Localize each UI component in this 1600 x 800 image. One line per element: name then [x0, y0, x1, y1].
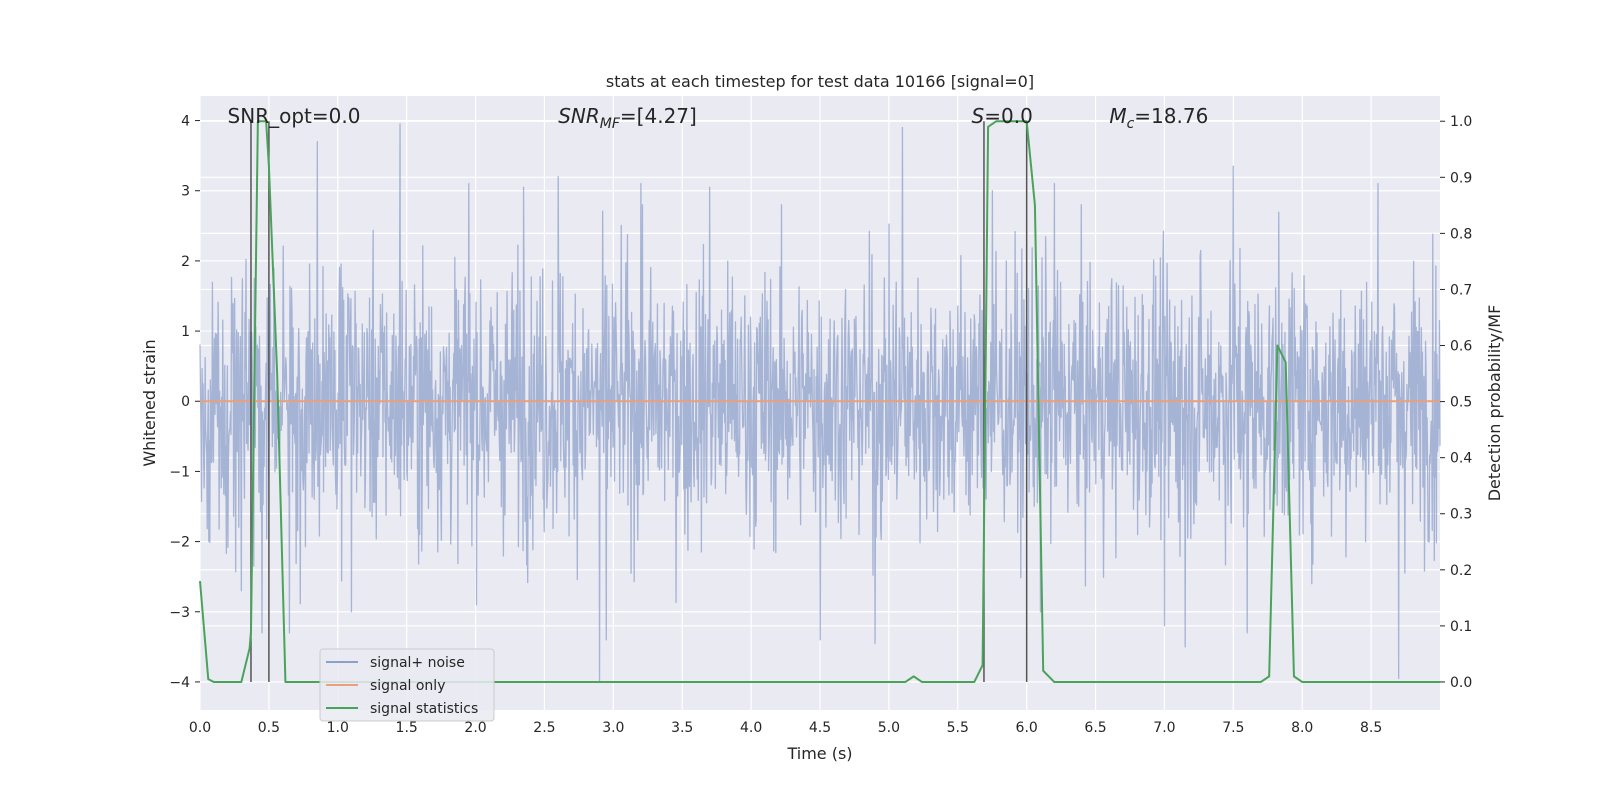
- annotations: SNR_opt=0.0 SNRMF=[4.27] S=0.0 Mc=18.76: [228, 104, 1209, 132]
- y-tick-label: −1: [169, 464, 190, 480]
- annotation-1: SNRMF=[4.27]: [558, 104, 697, 132]
- y-tick-label: 0: [181, 394, 190, 410]
- legend-box: [319, 648, 495, 722]
- x-tick-label: 8.0: [1291, 720, 1313, 736]
- y-right-tick-label: 0.7: [1450, 282, 1472, 298]
- x-tick-label: 2.5: [533, 720, 555, 736]
- legend-label-stats: signal statistics: [370, 701, 478, 717]
- signal-statistics-line: [199, 120, 1440, 683]
- y-right-tick-label: 0.0: [1450, 675, 1472, 691]
- y-right-tick-label: 0.3: [1450, 507, 1472, 523]
- x-tick-label: 0.5: [258, 720, 280, 736]
- y-tick-label: −2: [169, 535, 190, 551]
- x-tick-label: 1.0: [327, 720, 349, 736]
- y-axis-label: Whitened strain: [140, 339, 159, 466]
- x-tick-label: 7.5: [1222, 720, 1244, 736]
- legend-label-noise: signal+ noise: [370, 655, 465, 671]
- y-tick-label: −4: [169, 675, 190, 691]
- x-tick-label: 5.0: [878, 720, 900, 736]
- chart-title: stats at each timestep for test data 101…: [606, 72, 1034, 91]
- y-tick-label: 3: [181, 184, 190, 200]
- x-tick-label: 1.5: [396, 720, 418, 736]
- x-tick-label: 6.0: [1016, 720, 1038, 736]
- y-tick-label: −3: [169, 605, 190, 621]
- x-tick-label: 3.0: [602, 720, 624, 736]
- y-right-tick-label: 0.9: [1450, 170, 1472, 186]
- y-right-tick-labels: 0.0 0.1 0.2 0.3 0.4 0.5 0.6 0.7 0.8 0.9 1.0: [1440, 114, 1472, 691]
- y-right-axis-label: Detection probability/MF: [1485, 305, 1504, 502]
- x-tick-label: 3.5: [671, 720, 693, 736]
- x-tick-label: 6.5: [1084, 720, 1106, 736]
- series-signal-statistics: [199, 120, 1440, 683]
- x-tick-label: 4.0: [740, 720, 762, 736]
- annotation-3: Mc=18.76: [1109, 104, 1208, 132]
- x-tick-label: 7.0: [1153, 720, 1175, 736]
- signal-noise-line: [199, 123, 1441, 683]
- y-tick-label: 2: [181, 254, 190, 270]
- annotation-2: S=0.0: [972, 104, 1033, 128]
- x-tick-label: 8.5: [1360, 720, 1382, 736]
- legend-label-signal: signal only: [370, 678, 445, 694]
- x-tick-label: 0.0: [189, 720, 211, 736]
- y-right-tick-label: 0.4: [1450, 451, 1472, 467]
- legend: signal+ noise signal only signal statist…: [319, 648, 495, 722]
- y-right-tick-label: 0.5: [1450, 395, 1472, 411]
- series-signal-noise: [199, 123, 1441, 683]
- y-tick-labels: −4 −3 −2 −1 0 1 2 3 4: [169, 114, 200, 691]
- y-right-tick-label: 0.8: [1450, 226, 1472, 242]
- x-tick-label: 5.5: [947, 720, 969, 736]
- y-right-tick-label: 0.1: [1450, 619, 1472, 635]
- x-tick-label: 4.5: [809, 720, 831, 736]
- annotation-0: SNR_opt=0.0: [228, 104, 361, 128]
- y-tick-label: 4: [181, 114, 190, 130]
- x-tick-labels: 0.0 0.5 1.0 1.5 2.0 2.5 3.0 3.5 4.0 4.5 5.0 5.5 6.0 6…: [189, 720, 1382, 736]
- y-right-tick-label: 0.2: [1450, 563, 1472, 579]
- x-tick-label: 2.0: [464, 720, 486, 736]
- y-right-tick-label: 1.0: [1450, 114, 1472, 130]
- y-right-tick-label: 0.6: [1450, 339, 1472, 355]
- x-axis-label: Time (s): [786, 744, 852, 763]
- y-tick-label: 1: [181, 324, 190, 340]
